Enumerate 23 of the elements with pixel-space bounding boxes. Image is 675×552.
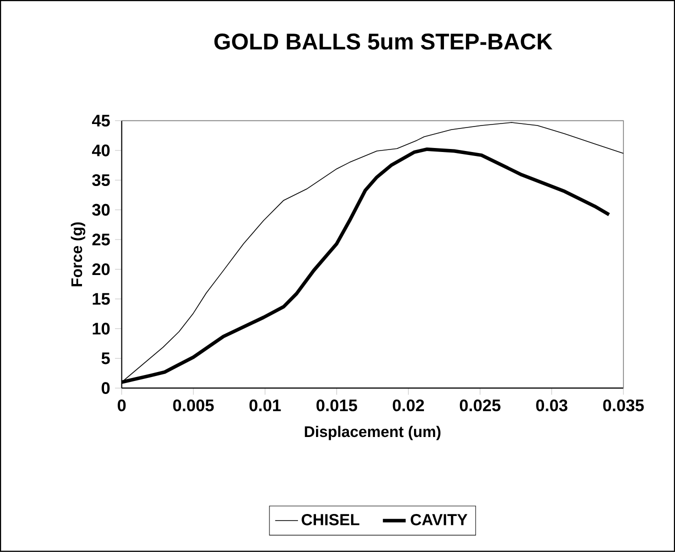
y-tick-label: 10 xyxy=(92,322,110,335)
y-tick-label: 40 xyxy=(92,144,110,156)
x-tick-label: 0.03 xyxy=(536,400,568,412)
y-tick-label: 15 xyxy=(92,293,110,305)
y-tick-label: 35 xyxy=(92,174,110,186)
y-axis-title: Force (g) xyxy=(70,222,86,286)
y-tick-label: 30 xyxy=(92,204,110,216)
y-tick-label: 0 xyxy=(102,382,110,394)
x-tick-label: 0.015 xyxy=(316,400,358,412)
legend-label: CAVITY xyxy=(410,514,468,526)
x-tick-label: 0.005 xyxy=(173,400,214,412)
x-axis-title: Displacement (um) xyxy=(304,426,440,440)
chart-title: GOLD BALLS 5um STEP-BACK xyxy=(214,34,552,50)
y-tick-label: 20 xyxy=(92,263,110,276)
x-tick-label: 0.035 xyxy=(603,400,644,412)
x-tick-label: 0.02 xyxy=(392,400,424,412)
x-tick-label: 0 xyxy=(118,400,126,412)
y-tick-label: 25 xyxy=(92,234,110,246)
legend-label: CHISEL xyxy=(302,514,360,526)
x-tick-label: 0.025 xyxy=(460,400,500,412)
y-tick-label: 5 xyxy=(102,352,110,364)
x-tick-label: 0.01 xyxy=(249,400,281,412)
y-tick-label: 45 xyxy=(92,114,110,127)
